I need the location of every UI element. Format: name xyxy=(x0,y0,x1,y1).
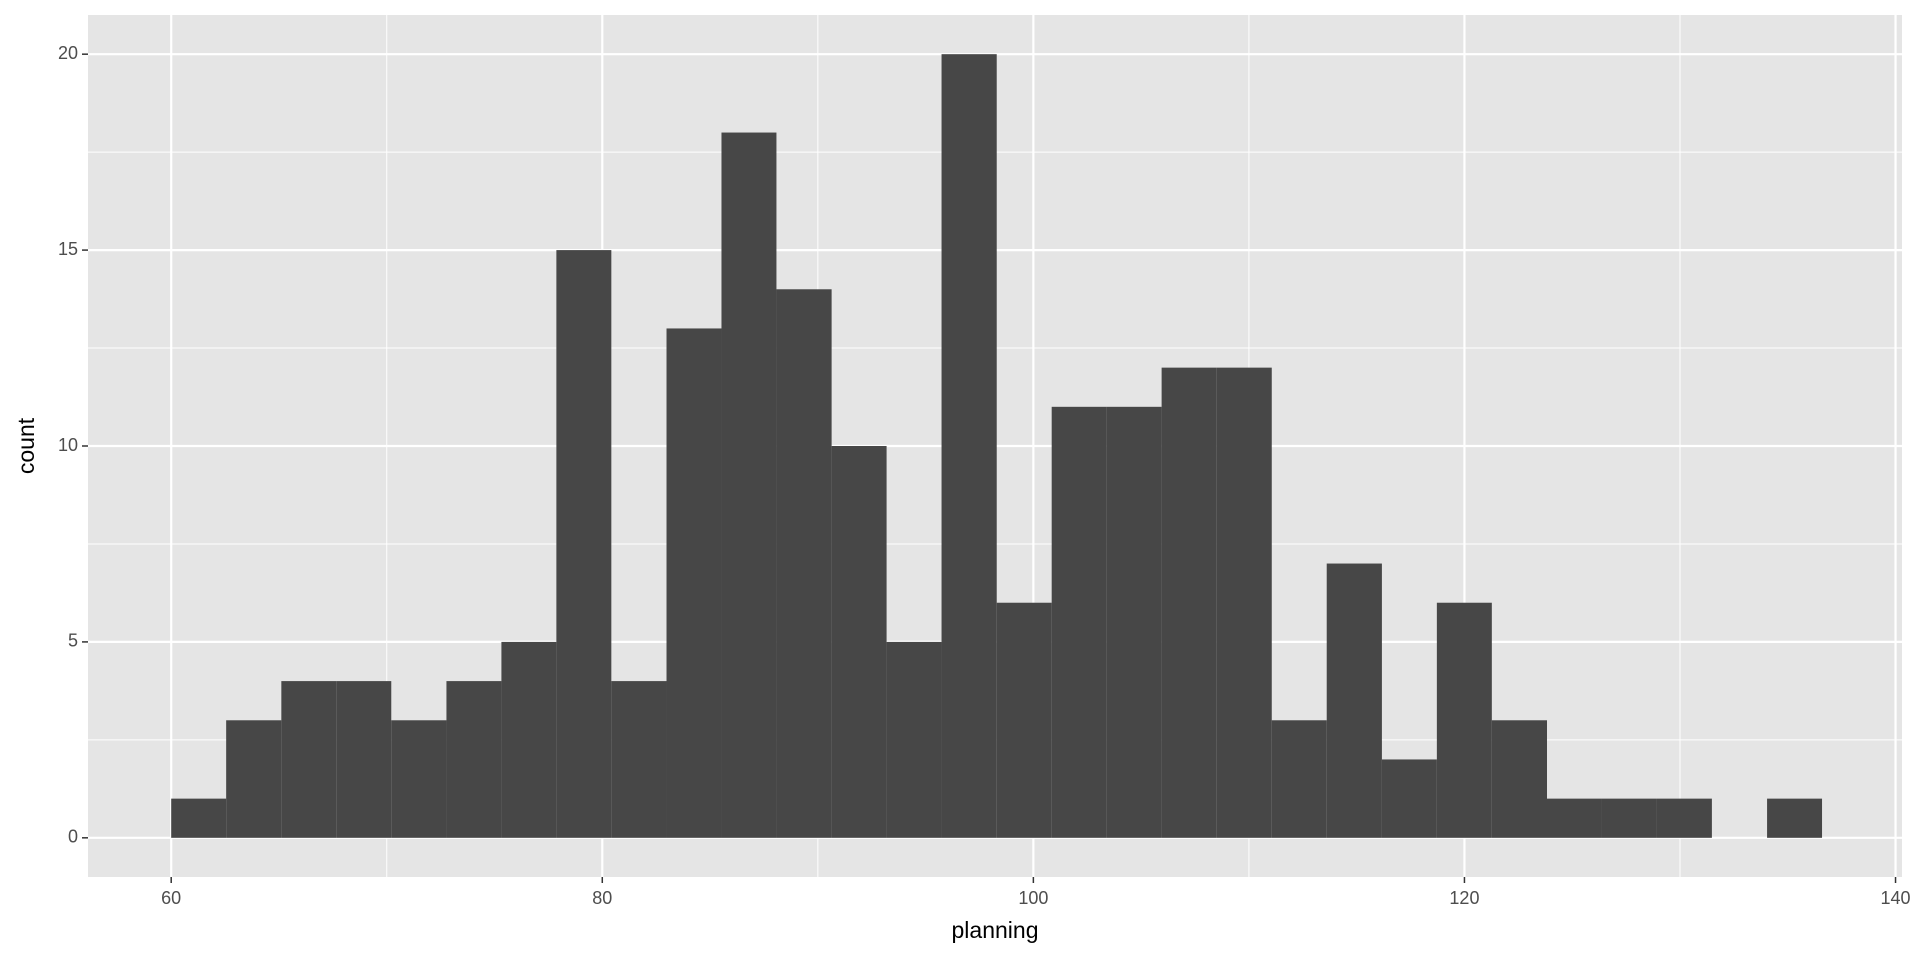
bar xyxy=(831,446,887,838)
bar xyxy=(1216,367,1272,838)
y-tick-label: 10 xyxy=(58,435,78,455)
x-tick-label: 100 xyxy=(1018,888,1048,908)
bar xyxy=(721,132,777,838)
x-axis-title: planning xyxy=(952,917,1039,943)
bar xyxy=(1106,406,1162,838)
bars xyxy=(171,54,1823,838)
bar xyxy=(501,641,557,838)
bar xyxy=(1547,798,1602,838)
bar xyxy=(171,798,227,838)
bar xyxy=(281,681,337,838)
axes: 60 80 100 120 140 0 5 10 15 20 xyxy=(58,43,1911,908)
bar xyxy=(776,289,832,838)
bar xyxy=(1381,759,1437,838)
bar xyxy=(1656,798,1712,838)
bar xyxy=(886,641,942,838)
bar xyxy=(1271,720,1327,838)
bar xyxy=(556,250,612,838)
bar xyxy=(336,681,392,838)
bar xyxy=(1161,367,1217,838)
y-axis-title: count xyxy=(13,417,39,474)
bar xyxy=(996,602,1052,838)
bar xyxy=(1051,406,1107,838)
x-tick-label: 120 xyxy=(1449,888,1479,908)
bar xyxy=(1767,798,1823,838)
x-tick-label: 60 xyxy=(161,888,181,908)
bar xyxy=(1491,720,1548,838)
y-tick-label: 15 xyxy=(58,239,78,259)
bar xyxy=(1436,602,1492,838)
y-tick-label: 20 xyxy=(58,43,78,63)
bar xyxy=(611,681,667,838)
x-tick-label: 80 xyxy=(592,888,612,908)
bar xyxy=(941,54,997,838)
bar xyxy=(391,720,447,838)
y-tick-label: 0 xyxy=(68,827,78,847)
bar xyxy=(446,681,502,838)
bar xyxy=(666,328,722,838)
y-tick-label: 5 xyxy=(68,631,78,651)
bar xyxy=(1326,563,1382,838)
bar xyxy=(226,720,282,838)
bar xyxy=(1601,798,1657,838)
x-tick-label: 140 xyxy=(1881,888,1911,908)
